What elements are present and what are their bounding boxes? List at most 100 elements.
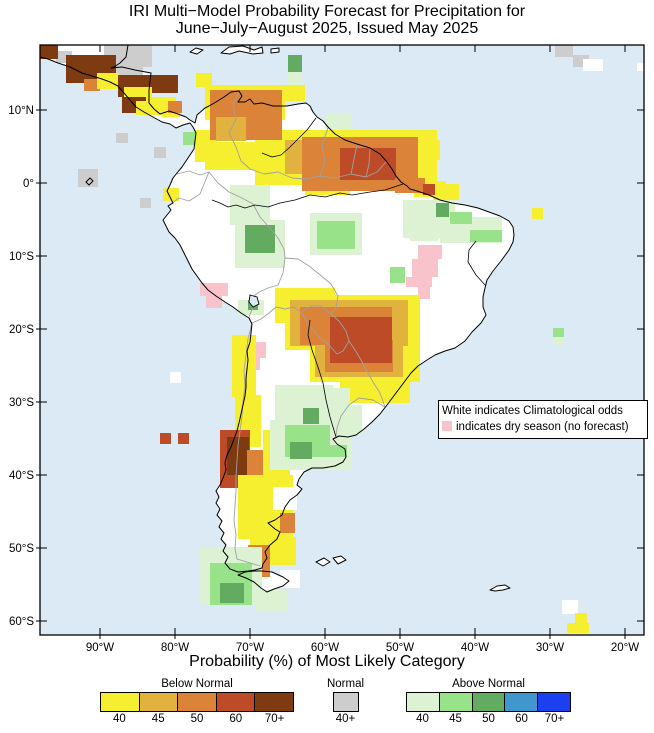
figure-title-line2: June−July−August 2025, Issued May 2025 [175,20,479,37]
map-plot-area [40,45,644,635]
legend-swatch-label: 45 [151,713,165,725]
axis-tick-label: 30°S [9,397,34,409]
forecast-cell [330,317,392,363]
forecast-cell [532,208,543,219]
map-note-box: White indicates Climatological odds indi… [438,400,648,439]
legend-above-title: Above Normal [452,678,525,690]
forecast-cell [245,225,275,253]
forecast-cell [562,600,578,614]
legend-swatch [504,692,539,712]
dry-season-swatch [442,421,452,431]
forecast-cell [325,113,351,129]
forecast-cell [446,231,460,241]
forecast-cell [470,230,502,242]
coastline [40,45,515,593]
forecast-cell [637,63,644,71]
forecast-cell [154,147,166,158]
legend-swatch [254,692,294,712]
forecast-cell [340,405,362,435]
figure-title: IRI Multi−Model Probability Forecast for… [0,3,654,37]
legend-swatch [406,692,440,712]
legend-swatch-label: 70+ [264,713,285,725]
map-canvas: 90°W 80°W 70°W 60°W 50°W 40°W 30°W 20°W 10°N 0° 10… [8,44,645,654]
legend-swatch-label: 40+ [335,713,356,725]
forecast-cells-layer [40,45,644,633]
legend-swatch-label: 45 [449,713,462,725]
legend-above-normal: Above Normal 40 45 50 60 70+ [406,678,571,725]
rivers [211,117,487,438]
axis-tick-label: 30°W [536,642,564,654]
forecast-cell [227,437,249,475]
forecast-cell [78,169,98,187]
axis-tick-label: 50°W [386,642,414,654]
forecast-cell [205,142,257,170]
forecast-cell [433,184,459,200]
legend-swatch [471,692,506,712]
forecast-cell [567,623,589,633]
legend-swatch [438,692,473,712]
legend-swatch [100,692,140,712]
forecast-cell [232,335,256,397]
forecast-cell [148,75,178,93]
note-line2: indicates dry season (no forecast) [442,419,644,435]
forecast-cell [418,245,442,259]
forecast-cell [555,45,573,57]
axis-tick-label: 10°N [8,105,34,117]
legend-swatch-label: 40 [113,713,126,725]
legend-swatch [138,692,179,712]
legend-above-bar [406,692,571,712]
forecast-cell [340,375,410,403]
forecast-cell [290,442,312,459]
forecast-cell [575,613,587,625]
forecast-cell [288,55,302,72]
forecast-cell [418,287,430,299]
plot-frame [39,44,645,636]
forecast-cell [280,570,300,588]
axis-tick-label: 80°W [161,642,189,654]
forecast-cell [178,433,189,444]
legend-swatch-label: 40 [416,713,429,725]
note-line2-text: indicates dry season (no forecast) [456,421,629,433]
forecast-cell [553,337,564,345]
axis-tick-label: 40°W [461,642,489,654]
legend-swatch-label: 60 [229,713,243,725]
colorbar-caption: Probability (%) of Most Likely Category [189,653,465,670]
forecast-cell [275,85,305,101]
legend-swatch [537,692,571,712]
axis-tick-label: 0° [23,178,34,190]
legend-swatch-label: 50 [482,713,495,725]
legend-below-normal: Below Normal 40 45 50 60 70+ [100,678,294,725]
legend-swatch-label: 60 [515,713,528,725]
legend-below-title: Below Normal [161,678,233,690]
forecast-cell [390,267,405,283]
forecast-cell [200,283,228,296]
axis-tick-label: 60°W [311,642,339,654]
forecast-cell [340,148,396,180]
forecast-cell [553,328,564,337]
legend-swatch [177,692,217,712]
forecast-cell [40,45,58,59]
forecast-cell [436,203,449,217]
country-borders [167,92,387,567]
legend-swatch [215,692,256,712]
legend-swatch-label: 70+ [544,713,565,725]
forecast-cell [423,184,435,195]
legend-normal-labels: 40+ [318,713,373,725]
legend-swatch [332,692,359,712]
forecast-cell [280,513,295,533]
forecast-cell [583,59,603,71]
legend-above-labels: 40 45 50 60 70+ [406,713,571,725]
forecast-cell [395,178,425,193]
axis-ticks-and-labels: 90°W 80°W 70°W 60°W 50°W 40°W 30°W 20°W 10°N 0° 10… [8,45,644,654]
forecast-cell [406,277,432,287]
axis-tick-label: 50°S [9,543,34,555]
axis-tick-label: 10°S [9,251,34,263]
axis-tick-label: 20°S [9,324,34,336]
forecast-cell [116,133,128,143]
axis-tick-label: 90°W [86,642,114,654]
forecast-cell [273,487,297,510]
note-line1: White indicates Climatological odds [442,405,623,417]
forecast-cell [170,372,181,383]
forecast-cell [450,212,472,224]
